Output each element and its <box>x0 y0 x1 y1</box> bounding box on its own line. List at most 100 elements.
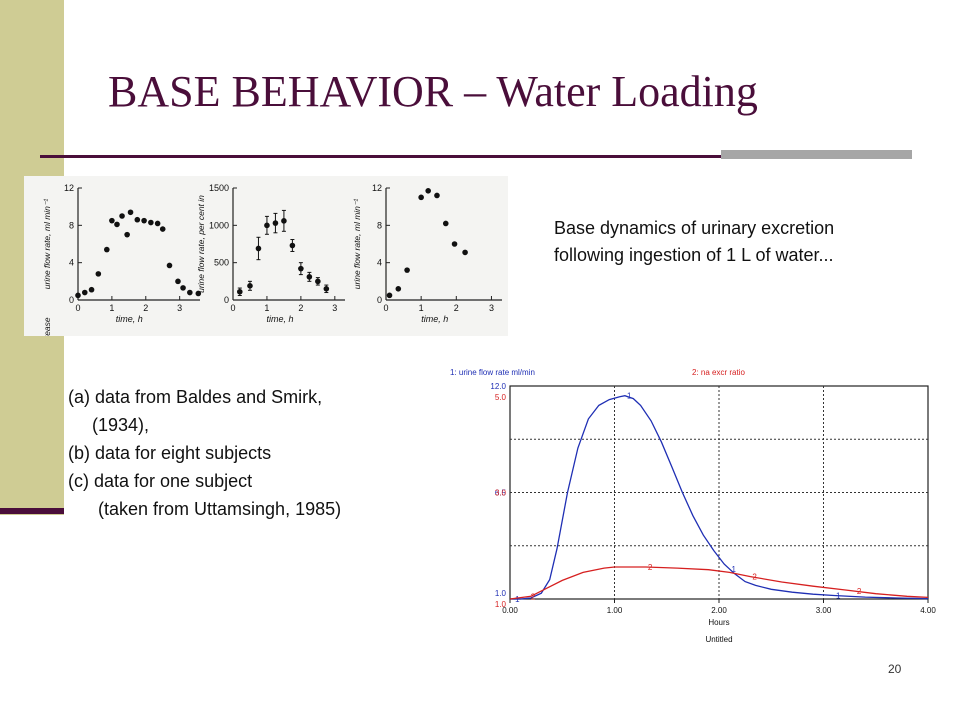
x-tick-label: 2 <box>454 303 459 313</box>
y-tick-label-series-2: 5.0 <box>495 393 507 402</box>
caption-line: (c) data for one subject <box>68 471 253 491</box>
title-divider-accent <box>721 150 912 159</box>
data-point <box>95 271 102 277</box>
data-point <box>195 290 202 297</box>
data-point <box>442 220 449 227</box>
page-number: 20 <box>888 662 902 676</box>
y-tick-label: 8 <box>377 220 382 230</box>
series-line-2 <box>509 566 929 600</box>
caption-line: (a) data from Baldes and Smirk, <box>68 387 323 407</box>
y-axis-label: urine flow rate, ml min⁻¹ <box>42 199 52 290</box>
series-1-marker: 1 <box>836 592 841 601</box>
data-point <box>418 194 424 201</box>
x-tick-label: 4.00 <box>920 606 936 615</box>
caption-line: (1934), <box>92 415 150 435</box>
y-tick-label: 12 <box>64 183 74 193</box>
series-2-marker: 2 <box>531 593 536 602</box>
data-point <box>272 220 279 226</box>
data-point <box>75 292 81 299</box>
y-tick-label: 4 <box>69 258 74 268</box>
data-point <box>154 220 161 227</box>
data-point <box>462 249 468 256</box>
x-tick-label: 0 <box>75 303 80 313</box>
x-axis-label: Hours <box>708 618 729 627</box>
data-point <box>281 218 287 224</box>
series-1-marker: 1 <box>515 595 520 604</box>
data-point <box>451 241 458 247</box>
data-point <box>236 288 243 295</box>
series-2-marker: 2 <box>752 573 757 582</box>
y-tick-label: 8 <box>69 220 74 230</box>
data-point <box>141 217 147 224</box>
side-bar-accent <box>0 508 64 514</box>
y-tick-label-series-1: 12.0 <box>490 382 506 391</box>
data-point <box>306 274 313 280</box>
x-tick-label: 0 <box>230 303 235 313</box>
y-tick-label: 0 <box>69 295 74 305</box>
x-tick-label: 1 <box>264 303 269 313</box>
data-point <box>395 286 402 292</box>
data-point <box>298 265 304 272</box>
series-line-1 <box>510 395 929 600</box>
data-point <box>404 267 410 273</box>
data-point <box>119 213 125 219</box>
y-tick-label-series-1: 6.5 <box>495 489 507 498</box>
legend-series-1: 1: urine flow rate ml/min <box>450 368 535 377</box>
data-point <box>315 278 321 285</box>
simulation-chart: 1: urine flow rate ml/min 2: na excr rati… <box>450 368 936 644</box>
x-tick-label: 1 <box>419 303 424 313</box>
x-tick-label: 1.00 <box>607 606 623 615</box>
x-tick-label: 0 <box>383 303 388 313</box>
y-tick-label: 12 <box>372 183 382 193</box>
data-point <box>180 285 186 291</box>
data-point <box>114 221 120 228</box>
x-tick-label: 0.00 <box>502 606 518 615</box>
data-point <box>425 188 431 194</box>
data-point <box>175 278 181 285</box>
y-tick-label: 0 <box>224 295 229 305</box>
legend-series-2: 2: na excr ratio <box>692 368 745 377</box>
series-1-marker: 1 <box>731 565 736 574</box>
chart-subtitle: Untitled <box>705 635 732 644</box>
y-tick-label-series-1: 1.0 <box>495 589 507 598</box>
data-point <box>264 222 270 229</box>
y-axis-label: urine flow rate, ml min⁻¹ <box>352 199 362 290</box>
x-tick-label: 2 <box>143 303 148 313</box>
data-point <box>187 289 193 296</box>
y-tick-label: 500 <box>214 258 229 268</box>
y-axis-label-fragment: rease <box>42 317 52 336</box>
data-point <box>104 246 110 253</box>
scatter-panel-b: 0 500 1000 1500 0 1 2 3 time, h urine flow rate, … <box>196 183 345 324</box>
x-axis-label: time, h <box>421 314 448 324</box>
data-point <box>323 286 330 292</box>
data-point <box>386 292 393 299</box>
caption-line: (b) data for eight subjects <box>68 443 272 463</box>
x-tick-label: 3 <box>177 303 182 313</box>
y-tick-label-series-2: 1.0 <box>495 600 507 609</box>
y-tick-label: 1000 <box>209 220 229 230</box>
x-axis-label: time, h <box>267 314 294 324</box>
data-point <box>134 216 141 223</box>
series-2-marker: 2 <box>648 563 653 572</box>
series-1-marker: 1 <box>627 392 632 401</box>
y-tick-label: 4 <box>377 258 382 268</box>
data-point <box>124 231 130 238</box>
x-tick-label: 1 <box>109 303 114 313</box>
data-point <box>88 286 95 293</box>
figure-background <box>24 176 508 336</box>
data-point <box>159 226 166 232</box>
y-tick-label-series-2: 3.0 <box>495 489 507 498</box>
x-tick-label: 3 <box>332 303 337 313</box>
x-axis-label: time, h <box>116 314 143 324</box>
x-tick-label: 3.00 <box>816 606 832 615</box>
data-point <box>127 209 134 216</box>
data-point <box>166 262 173 269</box>
y-tick-label: 1500 <box>209 183 229 193</box>
data-point <box>255 245 262 252</box>
data-point <box>247 283 253 289</box>
x-tick-label: 2 <box>298 303 303 313</box>
data-point <box>434 192 440 199</box>
caption-line: (taken from Uttamsingh, 1985) <box>98 499 342 519</box>
